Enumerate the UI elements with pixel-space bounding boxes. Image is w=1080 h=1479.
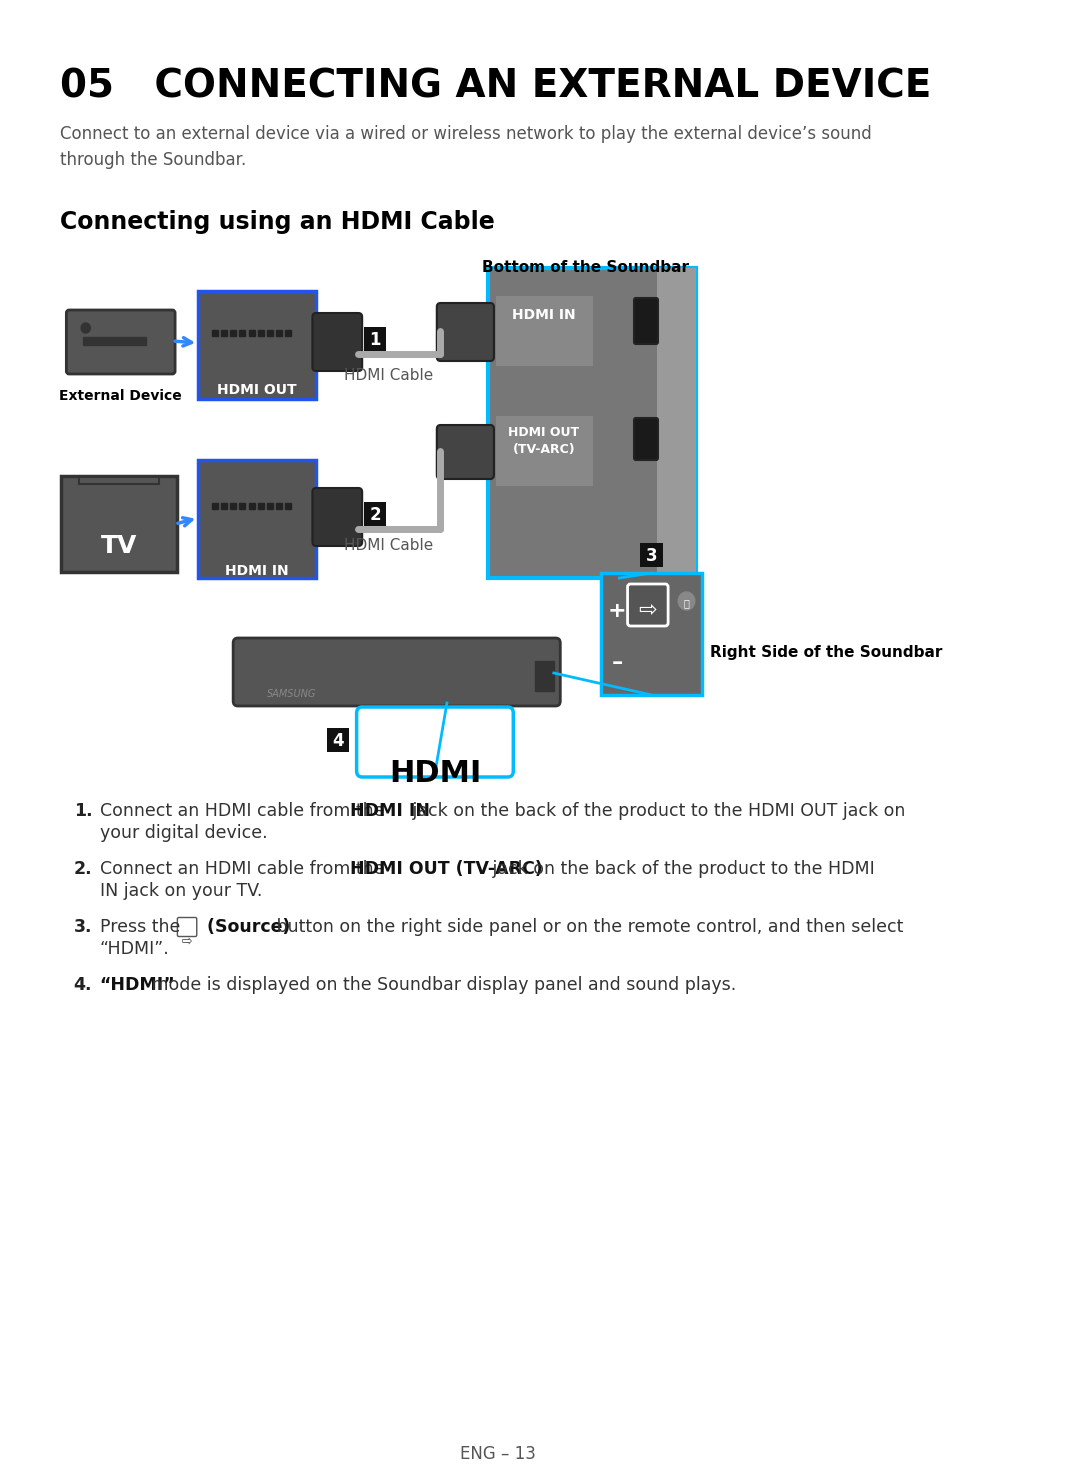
FancyBboxPatch shape xyxy=(327,728,349,751)
Text: 3: 3 xyxy=(646,547,658,565)
Text: jack on the back of the product to the HDMI OUT jack on: jack on the back of the product to the H… xyxy=(407,802,906,819)
FancyBboxPatch shape xyxy=(66,311,175,374)
Text: HDMI IN
(ARC): HDMI IN (ARC) xyxy=(226,563,289,596)
Text: 1: 1 xyxy=(369,331,381,349)
FancyBboxPatch shape xyxy=(364,501,387,527)
FancyBboxPatch shape xyxy=(496,416,593,487)
Text: 4.: 4. xyxy=(73,976,92,994)
Text: External Device: External Device xyxy=(59,389,183,402)
Text: 2: 2 xyxy=(369,506,381,524)
Text: +: + xyxy=(608,600,626,621)
Text: Connecting using an HDMI Cable: Connecting using an HDMI Cable xyxy=(59,210,495,234)
FancyBboxPatch shape xyxy=(536,661,554,691)
Text: Bottom of the Soundbar: Bottom of the Soundbar xyxy=(482,260,689,275)
Text: jack on the back of the product to the HDMI: jack on the back of the product to the H… xyxy=(487,859,875,879)
FancyBboxPatch shape xyxy=(312,488,362,546)
Text: HDMI OUT: HDMI OUT xyxy=(217,383,297,396)
FancyBboxPatch shape xyxy=(436,303,494,361)
Text: mode is displayed on the Soundbar display panel and sound plays.: mode is displayed on the Soundbar displa… xyxy=(146,976,735,994)
FancyBboxPatch shape xyxy=(634,297,658,345)
Text: “HDMI”: “HDMI” xyxy=(99,976,175,994)
FancyBboxPatch shape xyxy=(111,478,126,491)
Text: (Source): (Source) xyxy=(201,918,291,936)
Text: HDMI Cable: HDMI Cable xyxy=(345,368,433,383)
FancyBboxPatch shape xyxy=(60,476,177,572)
Text: 2.: 2. xyxy=(73,859,93,879)
FancyBboxPatch shape xyxy=(657,268,696,578)
Text: –: – xyxy=(611,654,623,673)
Text: ⏻: ⏻ xyxy=(684,598,689,608)
Text: HDMI IN: HDMI IN xyxy=(350,802,430,819)
Text: ENG – 13: ENG – 13 xyxy=(460,1445,536,1463)
Text: HDMI OUT
(TV-ARC): HDMI OUT (TV-ARC) xyxy=(508,426,579,456)
FancyBboxPatch shape xyxy=(436,424,494,479)
FancyBboxPatch shape xyxy=(496,296,593,365)
FancyBboxPatch shape xyxy=(634,297,658,345)
Text: your digital device.: your digital device. xyxy=(99,824,267,842)
FancyBboxPatch shape xyxy=(79,478,159,484)
FancyBboxPatch shape xyxy=(600,572,702,695)
Text: “HDMI”.: “HDMI”. xyxy=(99,941,170,958)
Circle shape xyxy=(678,592,694,609)
Text: Right Side of the Soundbar: Right Side of the Soundbar xyxy=(710,645,942,660)
FancyBboxPatch shape xyxy=(177,917,197,936)
Text: HDMI OUT (TV-ARC): HDMI OUT (TV-ARC) xyxy=(350,859,543,879)
Text: Press the: Press the xyxy=(99,918,191,936)
FancyBboxPatch shape xyxy=(83,337,146,345)
Text: Connect an HDMI cable from the: Connect an HDMI cable from the xyxy=(99,802,390,819)
Text: HDMI Cable: HDMI Cable xyxy=(345,538,433,553)
Text: HDMI: HDMI xyxy=(389,759,482,788)
Text: Connect an HDMI cable from the: Connect an HDMI cable from the xyxy=(99,859,390,879)
FancyBboxPatch shape xyxy=(356,707,513,776)
FancyBboxPatch shape xyxy=(233,637,561,705)
FancyBboxPatch shape xyxy=(488,268,696,578)
Text: 05   CONNECTING AN EXTERNAL DEVICE: 05 CONNECTING AN EXTERNAL DEVICE xyxy=(59,68,931,106)
FancyBboxPatch shape xyxy=(198,460,316,578)
Text: 1.: 1. xyxy=(73,802,93,819)
FancyBboxPatch shape xyxy=(640,543,662,566)
Text: Connect to an external device via a wired or wireless network to play the extern: Connect to an external device via a wire… xyxy=(59,126,872,170)
FancyBboxPatch shape xyxy=(312,314,362,371)
FancyBboxPatch shape xyxy=(198,291,316,399)
Text: ⇨: ⇨ xyxy=(181,935,192,948)
FancyBboxPatch shape xyxy=(627,584,669,626)
Text: SAMSUNG: SAMSUNG xyxy=(267,689,315,700)
Text: TV: TV xyxy=(100,534,137,558)
Circle shape xyxy=(81,322,91,333)
Text: IN jack on your TV.: IN jack on your TV. xyxy=(99,881,261,901)
Text: 4: 4 xyxy=(333,732,345,750)
FancyBboxPatch shape xyxy=(634,419,658,460)
Text: button on the right side panel or on the remote control, and then select: button on the right side panel or on the… xyxy=(271,918,903,936)
Text: ⇨: ⇨ xyxy=(638,599,657,620)
FancyBboxPatch shape xyxy=(364,327,387,351)
Text: 3.: 3. xyxy=(73,918,92,936)
Text: HDMI IN: HDMI IN xyxy=(512,308,576,322)
FancyBboxPatch shape xyxy=(634,419,658,460)
